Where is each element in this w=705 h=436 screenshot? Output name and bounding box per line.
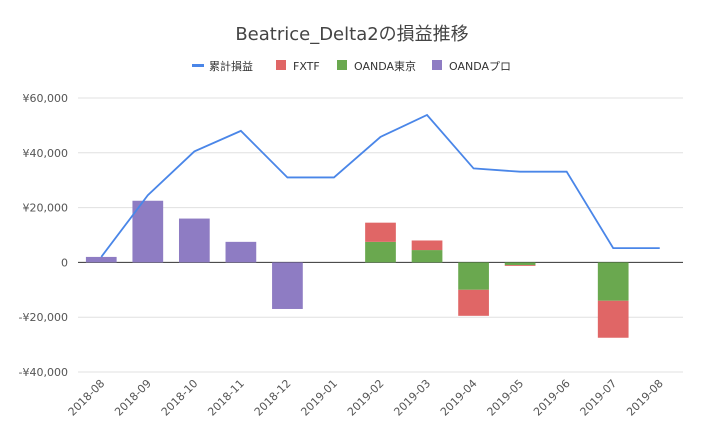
x-tick-label: 2019-01 bbox=[298, 377, 340, 419]
x-tick-label: 2019-04 bbox=[438, 377, 480, 419]
legend-swatch bbox=[192, 64, 204, 67]
bars bbox=[85, 200, 629, 338]
bar-FXTF-2019-02 bbox=[365, 222, 396, 242]
y-axis: -¥40,000 -¥20,000 0 ¥20,000 ¥40,000 ¥60,000 bbox=[19, 92, 68, 379]
legend-swatch bbox=[337, 60, 347, 70]
y-tick-label: ¥20,000 bbox=[23, 202, 69, 215]
bar-OANDA東京-2019-05 bbox=[504, 262, 536, 266]
legend-label: 累計損益 bbox=[209, 59, 253, 73]
bar-OANDAプロ-2018-10 bbox=[178, 218, 210, 263]
legend-label: FXTF bbox=[293, 60, 320, 73]
bar-FXTF-2019-05 bbox=[504, 265, 536, 266]
legend: 累計損益 FXTF OANDA東京 OANDAプロ bbox=[192, 59, 511, 73]
y-tick-label: ¥60,000 bbox=[23, 92, 69, 105]
y-tick-label: 0 bbox=[61, 256, 68, 269]
x-tick-label: 2018-12 bbox=[252, 377, 294, 419]
y-tick-label: -¥20,000 bbox=[19, 311, 68, 324]
legend-swatch bbox=[276, 60, 286, 70]
line-series bbox=[100, 113, 660, 258]
x-tick-label: 2019-08 bbox=[624, 377, 666, 419]
bar-FXTF-2019-07 bbox=[597, 300, 629, 338]
y-tick-label: ¥40,000 bbox=[23, 147, 69, 160]
x-tick-label: 2019-02 bbox=[345, 377, 387, 419]
bar-FXTF-2019-03 bbox=[411, 240, 443, 251]
x-axis: 2018-08 2018-09 2018-10 2018-11 2018-12 2019-… bbox=[66, 377, 666, 419]
bar-OANDAプロ-2018-09 bbox=[132, 200, 164, 263]
x-tick-label: 2019-06 bbox=[531, 377, 573, 419]
bar-OANDAプロ-2018-12 bbox=[272, 262, 303, 309]
x-tick-label: 2019-05 bbox=[485, 377, 527, 419]
x-tick-label: 2019-07 bbox=[578, 377, 620, 419]
chart-title: Beatrice_Delta2の損益推移 bbox=[235, 24, 468, 45]
legend-label: OANDA東京 bbox=[354, 59, 416, 73]
bar-FXTF-2019-04 bbox=[458, 289, 489, 316]
x-tick-label: 2018-08 bbox=[66, 377, 108, 419]
bar-OANDAプロ-2018-11 bbox=[225, 241, 257, 263]
bar-OANDA東京-2019-02 bbox=[365, 241, 396, 263]
y-tick-label: -¥40,000 bbox=[19, 366, 68, 379]
bar-OANDA東京-2019-07 bbox=[597, 262, 629, 301]
bar-OANDA東京-2019-04 bbox=[458, 262, 489, 290]
bar-OANDAプロ-2018-08 bbox=[85, 256, 117, 263]
legend-swatch bbox=[432, 60, 442, 70]
x-tick-label: 2018-10 bbox=[159, 377, 201, 419]
x-tick-label: 2019-03 bbox=[391, 377, 433, 419]
x-tick-label: 2018-09 bbox=[112, 377, 154, 419]
line-cumulative-pl bbox=[100, 113, 660, 258]
bar-OANDA東京-2019-03 bbox=[411, 250, 443, 263]
x-tick-label: 2018-11 bbox=[205, 377, 247, 419]
legend-label: OANDAプロ bbox=[449, 60, 511, 73]
